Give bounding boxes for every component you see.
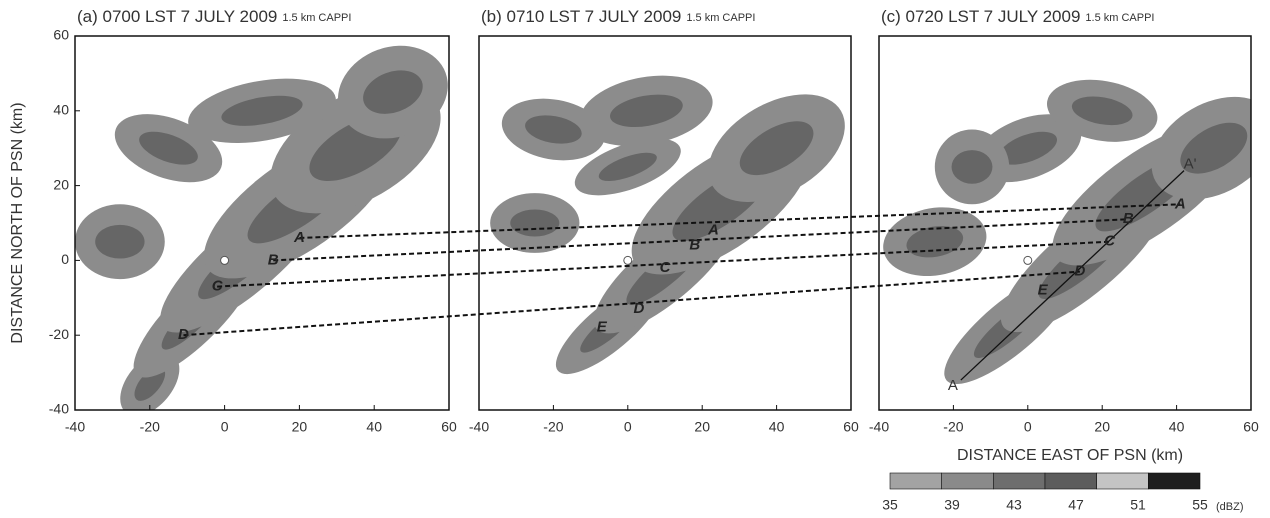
echo-core — [510, 209, 560, 237]
point-label: B — [689, 236, 700, 253]
panel-title: (a) 0700 LST 7 JULY 2009 1.5 km CAPPI — [77, 7, 351, 26]
echo-core — [134, 366, 166, 401]
subtitle: 1.5 km CAPPI — [1085, 12, 1154, 24]
point-label: A — [707, 221, 719, 238]
echo-core — [739, 121, 814, 176]
colorbar-label: 55 — [1192, 497, 1208, 513]
cross-section — [960, 170, 1185, 381]
colorbar-swatch — [1148, 472, 1201, 490]
x-tick-label: 20 — [292, 419, 308, 435]
x-tick-label: 40 — [1169, 419, 1185, 435]
section-label: A' — [1184, 156, 1197, 173]
colorbar-swatch — [993, 472, 1046, 490]
echo-field — [75, 45, 448, 410]
title-text: (a) 0700 LST 7 JULY 2009 — [77, 7, 277, 26]
point-label: C — [660, 259, 672, 276]
radar-site — [623, 255, 633, 265]
plot-frame — [878, 35, 1252, 411]
colorbar-swatch — [1044, 472, 1097, 490]
title-text: (b) 0710 LST 7 JULY 2009 — [481, 7, 681, 26]
plot-frame — [478, 35, 852, 411]
colorbar-label: 47 — [1068, 497, 1084, 513]
echo-core — [1071, 96, 1133, 126]
point-label: C — [212, 278, 224, 295]
colorbar-unit: (dBZ) — [1216, 501, 1244, 513]
title-text: (c) 0720 LST 7 JULY 2009 — [881, 7, 1080, 26]
point-label: D — [178, 326, 189, 343]
point-label: B — [268, 251, 279, 268]
echo-core — [221, 95, 303, 126]
echo-core — [95, 224, 145, 259]
x-tick-label: 0 — [624, 419, 632, 435]
x-tick-label: 20 — [694, 419, 710, 435]
x-tick-label: 20 — [1094, 419, 1110, 435]
subtitle: 1.5 km CAPPI — [282, 12, 351, 24]
x-tick-label: 60 — [1243, 419, 1259, 435]
colorbar-swatch — [1096, 472, 1149, 490]
link-line — [183, 270, 1080, 337]
point-label: A — [293, 229, 305, 246]
x-tick-label: 0 — [221, 419, 229, 435]
echo-field — [883, 79, 1251, 385]
link-line — [299, 203, 1181, 239]
y-tick-label: 0 — [61, 251, 69, 267]
y-axis-label: DISTANCE NORTH OF PSN (km) — [9, 102, 26, 343]
x-tick-label: -40 — [869, 419, 889, 435]
x-tick-label: -40 — [469, 419, 489, 435]
x-tick-label: -20 — [140, 419, 160, 435]
y-tick-label: 60 — [53, 27, 69, 43]
panel-title: (b) 0710 LST 7 JULY 2009 1.5 km CAPPI — [481, 7, 755, 26]
colorbar-label: 43 — [1006, 497, 1022, 513]
echo-core — [998, 131, 1058, 165]
x-tick-label: 60 — [843, 419, 859, 435]
x-tick-label: -20 — [543, 419, 563, 435]
colorbar-swatch — [941, 472, 994, 490]
point-label: B — [1123, 210, 1134, 227]
radar-site — [220, 255, 230, 265]
echo-core — [525, 115, 582, 144]
echo-core — [363, 70, 423, 114]
y-tick-label: 20 — [53, 176, 69, 192]
x-tick-label: 0 — [1024, 419, 1032, 435]
section-label: A — [948, 377, 958, 394]
colorbar-label: 51 — [1130, 497, 1146, 513]
point-label: A — [1174, 195, 1186, 212]
panel-title: (c) 0720 LST 7 JULY 2009 1.5 km CAPPI — [881, 7, 1154, 26]
point-label: E — [1038, 281, 1049, 298]
link-line — [217, 240, 1110, 288]
subtitle: 1.5 km CAPPI — [686, 12, 755, 24]
y-tick-label: 40 — [53, 102, 69, 118]
echo-core — [1180, 122, 1248, 174]
echo-field — [490, 75, 845, 375]
colorbar-swatch — [889, 472, 942, 490]
colorbar-label: 39 — [944, 497, 960, 513]
point-label: E — [597, 319, 608, 336]
echo-core — [139, 131, 198, 165]
x-tick-label: -20 — [943, 419, 963, 435]
x-tick-label: 60 — [441, 419, 457, 435]
x-tick-label: 40 — [366, 419, 382, 435]
plot-frame — [74, 35, 450, 411]
point-label: D — [1074, 263, 1085, 280]
echo-core — [951, 150, 993, 184]
point-label: C — [1104, 233, 1116, 250]
link-line — [273, 218, 1129, 262]
x-tick-label: 40 — [769, 419, 785, 435]
y-tick-label: -20 — [49, 326, 69, 342]
point-label: D — [634, 300, 645, 317]
echo-core — [610, 94, 683, 128]
x-axis-label: DISTANCE EAST OF PSN (km) — [957, 447, 1183, 464]
radar-site — [1023, 255, 1033, 265]
y-tick-label: -40 — [49, 401, 69, 417]
echo-core — [598, 152, 657, 182]
x-tick-label: -40 — [65, 419, 85, 435]
colorbar-label: 35 — [882, 497, 898, 513]
